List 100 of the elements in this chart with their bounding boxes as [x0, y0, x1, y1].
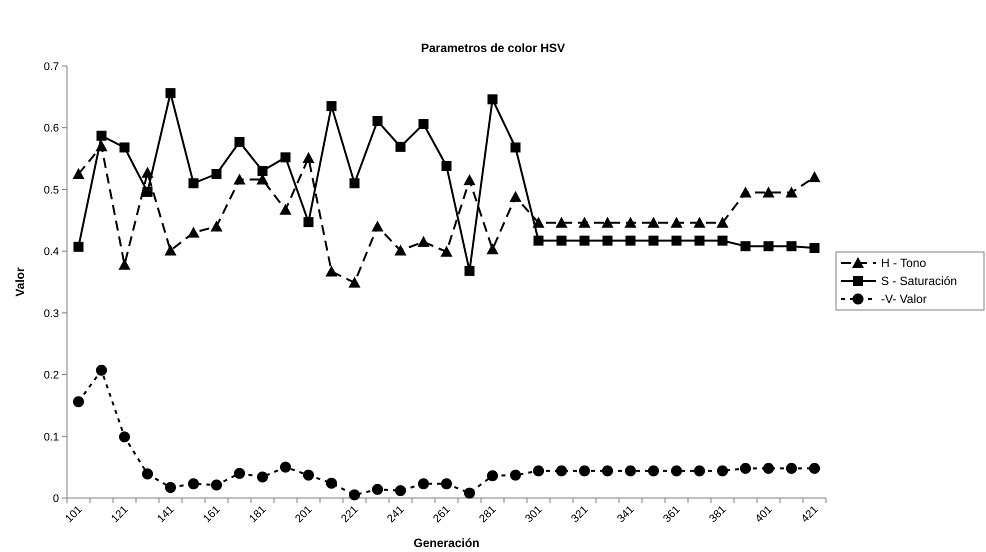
point — [188, 478, 199, 490]
point — [188, 226, 200, 238]
point — [280, 204, 292, 215]
y-tick-label: 0.5 — [44, 184, 59, 196]
point — [602, 216, 614, 228]
point — [533, 465, 544, 476]
x-tick-label: 361 — [661, 504, 683, 526]
x-tick-label: 341 — [615, 504, 637, 526]
x-tick-label: 121 — [109, 504, 131, 526]
point — [394, 244, 406, 256]
point — [762, 186, 774, 198]
point — [718, 236, 728, 246]
point — [464, 174, 476, 186]
point — [763, 462, 774, 474]
point — [326, 478, 337, 489]
point — [464, 266, 474, 276]
y-tick-label: 0 — [52, 493, 59, 505]
x-tick-label: 421 — [799, 504, 821, 526]
point — [212, 169, 222, 179]
point — [165, 482, 176, 494]
point — [372, 220, 384, 232]
point — [302, 152, 314, 163]
point — [579, 465, 590, 476]
x-tick-label: 181 — [247, 504, 269, 526]
point — [234, 136, 244, 147]
x-tick-label: 201 — [293, 504, 315, 526]
point — [672, 236, 682, 246]
point — [188, 178, 198, 188]
x-tick-label: 101 — [63, 504, 85, 526]
point — [418, 236, 430, 247]
point — [118, 258, 130, 270]
point — [164, 244, 176, 256]
point — [532, 216, 544, 228]
point — [694, 216, 706, 228]
point — [510, 470, 521, 481]
point — [280, 152, 290, 162]
y-tick-label: 0.3 — [44, 308, 59, 320]
point — [73, 396, 84, 408]
legend-label: H - Tono — [881, 256, 926, 270]
point — [625, 465, 636, 476]
point — [510, 190, 522, 202]
point — [303, 470, 314, 481]
point — [395, 485, 406, 496]
x-tick-label: 161 — [201, 504, 223, 526]
point — [119, 431, 130, 442]
point — [556, 236, 566, 246]
point — [258, 166, 268, 176]
point — [418, 119, 428, 130]
point — [810, 243, 820, 254]
point — [350, 178, 360, 188]
point — [120, 142, 130, 152]
point — [808, 171, 820, 182]
point — [786, 186, 798, 198]
point — [602, 236, 612, 246]
point — [740, 462, 751, 474]
point — [372, 484, 383, 495]
point — [74, 242, 84, 252]
point — [304, 217, 314, 228]
y-tick-label: 0.4 — [44, 246, 59, 258]
point — [326, 266, 338, 277]
x-tick-label: 401 — [753, 504, 775, 526]
point — [534, 236, 544, 246]
point — [764, 241, 774, 252]
point — [578, 216, 590, 228]
x-tick-label: 321 — [569, 504, 591, 526]
x-tick-label: 281 — [477, 504, 499, 526]
point — [372, 116, 382, 126]
x-tick-label: 301 — [523, 504, 545, 526]
x-tick-label: 221 — [339, 504, 361, 526]
point — [280, 462, 291, 473]
legend-label: S - Saturación — [881, 274, 958, 288]
point — [418, 478, 429, 490]
point — [486, 243, 498, 254]
point — [396, 142, 406, 152]
x-tick-label: 381 — [707, 504, 729, 526]
point — [648, 216, 660, 228]
point — [809, 462, 820, 474]
x-tick-label: 141 — [155, 504, 177, 526]
point — [786, 462, 797, 474]
point — [740, 241, 750, 252]
y-tick-label: 0.6 — [44, 122, 59, 135]
point — [348, 276, 360, 288]
point — [694, 465, 705, 476]
x-tick-label: 261 — [431, 504, 453, 526]
point — [440, 246, 452, 257]
point — [72, 168, 84, 179]
point — [166, 88, 176, 98]
point — [96, 364, 107, 376]
point — [234, 174, 246, 185]
point — [716, 216, 728, 228]
point — [556, 465, 567, 476]
point — [464, 488, 475, 499]
point — [442, 160, 452, 171]
x-axis-title: Generación — [413, 536, 480, 550]
point — [210, 220, 222, 232]
point — [624, 216, 636, 228]
y-tick-label: 0.7 — [44, 61, 59, 73]
point — [648, 236, 658, 246]
point — [257, 472, 268, 483]
point — [211, 480, 222, 491]
